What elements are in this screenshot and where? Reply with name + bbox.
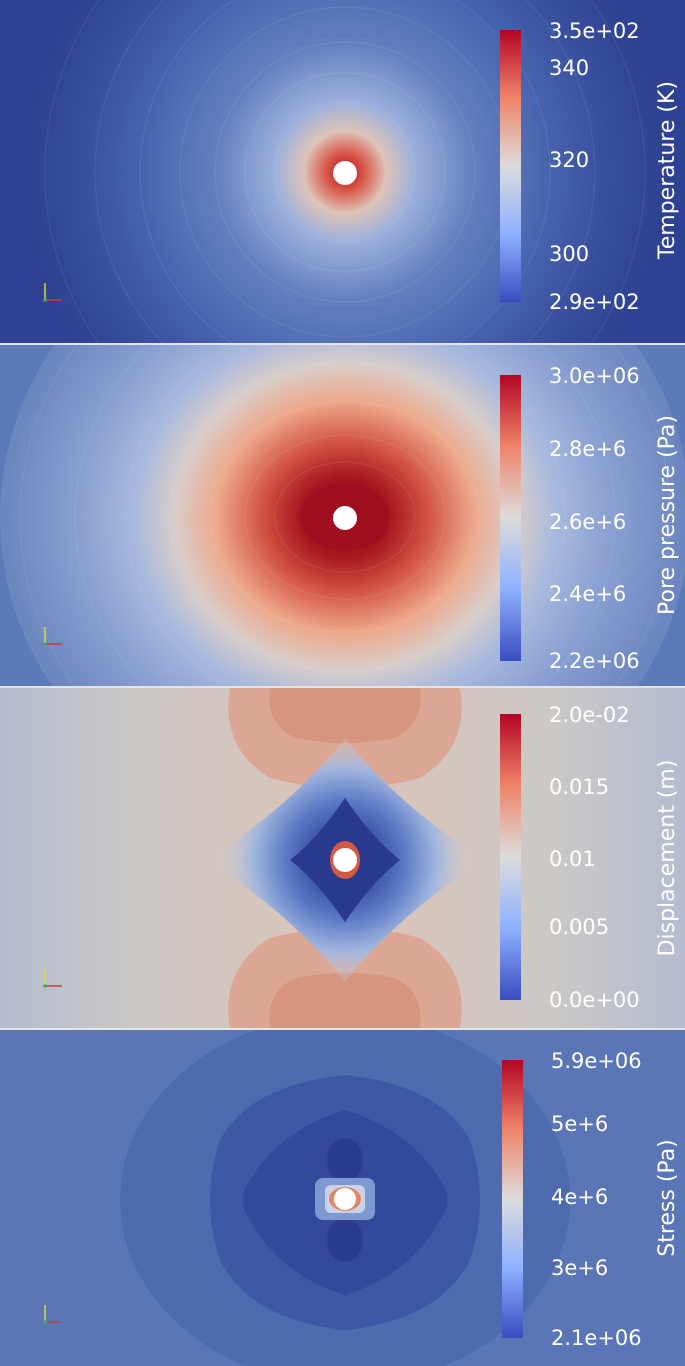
pore-pressure-panel: 3.0e+06 2.8e+6 2.6e+6 2.4e+6 2.2e+06 Por… — [0, 345, 685, 686]
pore-pressure-tick-2-4: 2.4e+6 — [549, 582, 626, 606]
displacement-tick-min: 0.0e+00 — [549, 988, 640, 1012]
axes-triad-icon — [43, 1305, 62, 1324]
stress-tick-5e6: 5e+6 — [551, 1112, 608, 1136]
pore-pressure-contours — [19, 345, 671, 686]
temperature-tick-320: 320 — [549, 148, 589, 172]
wellbore-hole — [333, 848, 357, 872]
wellbore-hole — [333, 506, 357, 530]
pore-pressure-tick-max: 3.0e+06 — [549, 364, 640, 388]
stress-lobe-top — [327, 1138, 363, 1182]
temperature-tick-max: 3.5e+02 — [549, 19, 640, 43]
displacement-colorbar — [500, 714, 521, 1000]
stress-tick-min: 2.1e+06 — [551, 1326, 642, 1350]
pore-pressure-tick-min: 2.2e+06 — [549, 649, 640, 673]
displacement-plot: 2.0e-02 0.015 0.01 0.005 0.0e+00 Displac… — [0, 688, 685, 1028]
stress-lobe-bottom — [327, 1218, 363, 1262]
stress-title: Stress (Pa) — [655, 1139, 680, 1257]
pore-pressure-title: Pore pressure (Pa) — [655, 415, 680, 615]
pore-pressure-tick-2-8: 2.8e+6 — [549, 437, 626, 461]
pore-pressure-colorbar — [500, 375, 521, 661]
displacement-tick-max: 2.0e-02 — [549, 703, 630, 727]
displacement-tick-0-005: 0.005 — [549, 915, 609, 939]
temperature-title: Temperature (K) — [655, 81, 680, 260]
temperature-colorbar — [500, 30, 521, 302]
temperature-contours — [44, 0, 646, 343]
stress-tick-max: 5.9e+06 — [551, 1049, 642, 1073]
stress-tick-3e6: 3e+6 — [551, 1256, 608, 1280]
displacement-panel: 2.0e-02 0.015 0.01 0.005 0.0e+00 Displac… — [0, 688, 685, 1028]
axes-triad-icon — [43, 969, 62, 988]
temperature-tick-min: 2.9e+02 — [549, 290, 640, 314]
pore-pressure-plot: 3.0e+06 2.8e+6 2.6e+6 2.4e+6 2.2e+06 Por… — [0, 345, 685, 686]
stress-plot: 5.9e+06 5e+6 4e+6 3e+6 2.1e+06 Stress (P… — [0, 1030, 685, 1366]
displacement-tick-0-01: 0.01 — [549, 847, 596, 871]
stress-panel: 5.9e+06 5e+6 4e+6 3e+6 2.1e+06 Stress (P… — [0, 1030, 685, 1366]
temperature-tick-340: 340 — [549, 56, 589, 80]
displacement-title: Displacement (m) — [655, 760, 680, 957]
displacement-tick-0-015: 0.015 — [549, 775, 609, 799]
temperature-plot: 3.5e+02 340 320 300 2.9e+02 Temperature … — [0, 0, 685, 343]
axes-triad-icon — [43, 283, 62, 302]
stress-tick-4e6: 4e+6 — [551, 1185, 608, 1209]
stress-colorbar — [502, 1060, 523, 1338]
axes-triad-icon — [43, 627, 62, 646]
displacement-lobe-bottom-inner — [269, 973, 421, 1028]
wellbore-hole — [334, 1188, 356, 1210]
wellbore-hole — [333, 161, 357, 185]
temperature-tick-300: 300 — [549, 242, 589, 266]
temperature-panel: 3.5e+02 340 320 300 2.9e+02 Temperature … — [0, 0, 685, 343]
displacement-lobe-top-inner — [269, 688, 421, 743]
pore-pressure-tick-2-6: 2.6e+6 — [549, 510, 626, 534]
